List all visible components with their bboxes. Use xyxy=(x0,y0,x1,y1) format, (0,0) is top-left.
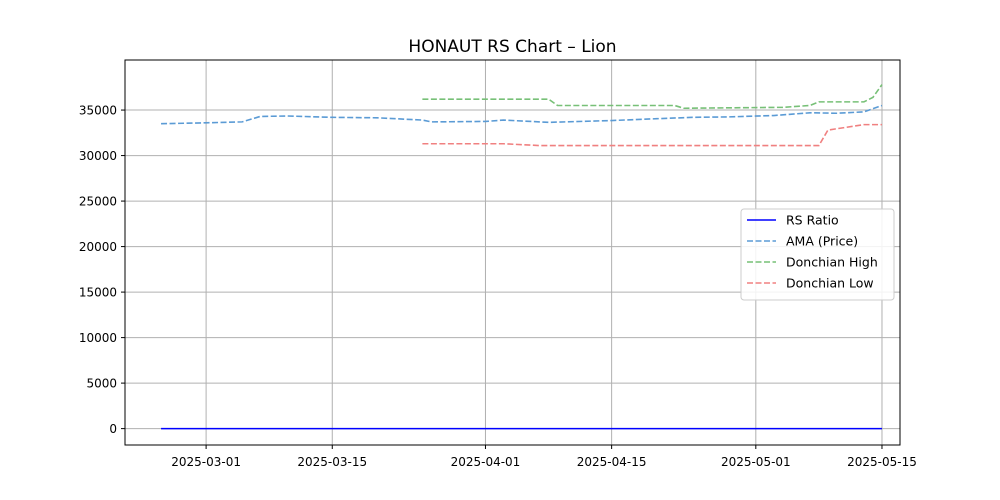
y-tick-label: 35000 xyxy=(79,104,117,118)
y-tick-label: 0 xyxy=(109,422,117,436)
y-tick-label: 10000 xyxy=(79,331,117,345)
x-tick-label: 2025-05-01 xyxy=(721,455,791,469)
y-tick-label: 25000 xyxy=(79,195,117,209)
y-tick-label: 15000 xyxy=(79,286,117,300)
series-line-donchian-low xyxy=(422,123,882,147)
y-tick-label: 20000 xyxy=(79,240,117,254)
legend-box xyxy=(740,208,895,301)
x-tick-label: 2025-04-15 xyxy=(577,455,647,469)
x-tick-label: 2025-03-15 xyxy=(297,455,367,469)
series-line-ama-price xyxy=(161,104,883,125)
legend-label: AMA (Price) xyxy=(786,234,858,249)
x-tick-label: 2025-04-01 xyxy=(451,455,521,469)
legend-label: Donchian Low xyxy=(786,276,874,291)
x-tick-label: 2025-03-01 xyxy=(171,455,241,469)
y-tick-label: 5000 xyxy=(86,377,117,391)
chart-title: HONAUT RS Chart – Lion xyxy=(408,37,616,57)
x-tick-label: 2025-05-15 xyxy=(847,455,917,469)
plot-frame xyxy=(124,59,901,446)
legend-label: Donchian High xyxy=(786,255,878,270)
series-line-donchian-high xyxy=(422,84,883,110)
y-tick-label: 30000 xyxy=(79,149,117,163)
series-layer xyxy=(161,84,883,430)
x-axis: 2025-03-01 2025-03-15 2025-04-01 2025-04-15… xyxy=(171,445,917,469)
legend-label: RS Ratio xyxy=(786,213,839,228)
y-axis: 0 5000 10000 15000 20000 25000 30000 35000 xyxy=(79,104,125,436)
legend: RS Ratio AMA (Price) Donchian High Donchian… xyxy=(740,208,895,301)
